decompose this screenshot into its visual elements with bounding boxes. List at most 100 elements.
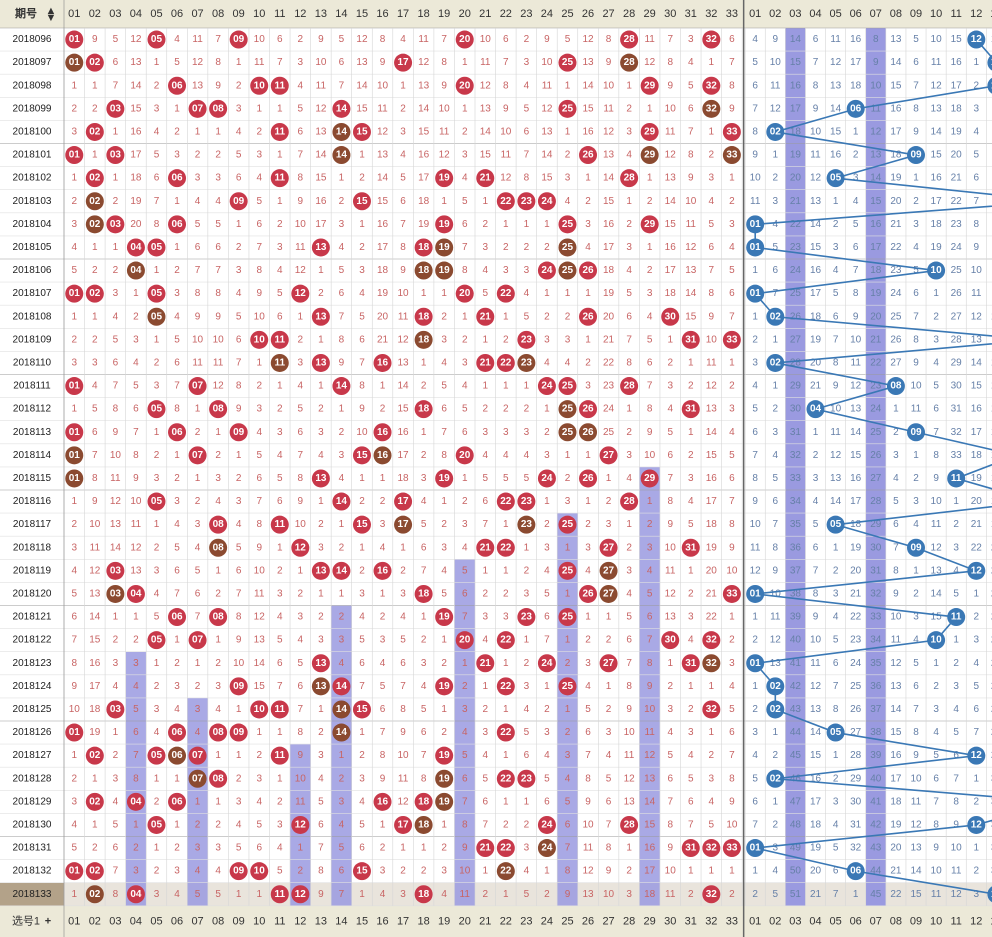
red-col-header: 18 — [418, 8, 430, 20]
red-omission: 12 — [356, 34, 368, 45]
period-cell-bg — [0, 466, 64, 490]
red-omission: 4 — [236, 126, 242, 137]
red-omission: 11 — [398, 311, 409, 322]
add-pick-button[interactable] — [40, 915, 56, 935]
red-ball — [147, 238, 166, 257]
red-omission: 1 — [92, 773, 98, 784]
red-omission: 8 — [462, 265, 468, 276]
period-number: 2018123 — [13, 658, 52, 669]
red-ball — [722, 146, 741, 165]
blue-omission: 1 — [833, 542, 839, 553]
red-ball — [414, 792, 433, 811]
red-omission: 1 — [256, 889, 262, 900]
red-ball — [373, 446, 392, 465]
red-ball-number: 22 — [500, 866, 512, 877]
blue-omission: 37 — [790, 565, 802, 576]
red-omission: 2 — [277, 796, 283, 807]
red-omission: 1 — [318, 496, 324, 507]
period-number: 2018125 — [13, 704, 52, 715]
blue-omission: 4 — [893, 473, 899, 484]
red-ball-number: 04 — [130, 889, 142, 900]
red-omission: 8 — [647, 658, 653, 669]
red-ball-number: 29 — [644, 473, 656, 484]
red-omission: 1 — [688, 681, 694, 692]
red-omission: 9 — [380, 773, 386, 784]
red-ball — [147, 400, 166, 419]
period-cell-bg — [0, 420, 64, 444]
red-omission: 4 — [380, 658, 386, 669]
blue-omission: 10 — [931, 866, 943, 877]
red-omission: 2 — [318, 519, 324, 530]
pick-blue-number: 13 — [990, 915, 992, 927]
red-ball-number: 25 — [562, 612, 574, 623]
red-omission: 1 — [277, 103, 283, 114]
blue-omission: 21 — [890, 866, 902, 877]
red-ball-number: 18 — [418, 265, 430, 276]
period-cell-bg — [0, 259, 64, 283]
red-omission: 19 — [130, 196, 142, 207]
blue-omission: 8 — [933, 819, 939, 830]
period-number: 2018120 — [13, 588, 52, 599]
red-ball — [579, 584, 598, 603]
red-omission: 3 — [626, 450, 632, 461]
pick-red-number: 06 — [171, 915, 183, 927]
red-ball-number: 22 — [500, 288, 512, 299]
period-number: 2018126 — [13, 727, 52, 738]
red-omission: 13 — [377, 150, 389, 161]
red-omission: 14 — [377, 173, 389, 184]
red-omission: 15 — [665, 219, 677, 230]
red-omission: 1 — [421, 612, 427, 623]
red-ball-number: 25 — [562, 565, 574, 576]
red-omission: 6 — [195, 242, 201, 253]
blue-omission: 41 — [870, 796, 882, 807]
red-ball-number: 01 — [69, 57, 81, 68]
red-omission: 11 — [398, 773, 409, 784]
red-omission: 7 — [133, 427, 139, 438]
red-omission: 1 — [524, 381, 530, 392]
blue-omission: 14 — [850, 427, 862, 438]
red-omission: 7 — [647, 635, 653, 646]
red-ball — [394, 492, 413, 511]
red-omission: 1 — [565, 80, 571, 91]
red-omission: 4 — [359, 612, 365, 623]
red-omission: 3 — [709, 773, 715, 784]
red-omission: 18 — [377, 265, 389, 276]
red-omission: 11 — [110, 473, 121, 484]
red-ball — [332, 677, 351, 696]
red-omission: 7 — [236, 357, 242, 368]
period-sort-button[interactable] — [0, 0, 60, 28]
blue-omission: 9 — [913, 126, 919, 137]
red-omission: 2 — [71, 334, 77, 345]
red-omission: 1 — [113, 173, 119, 184]
pick-red-number: 02 — [89, 915, 101, 927]
blue-omission: 17 — [931, 196, 943, 207]
red-omission: 1 — [339, 750, 345, 761]
red-omission: 13 — [624, 796, 636, 807]
blue-omission: 3 — [933, 704, 939, 715]
red-omission: 8 — [195, 288, 201, 299]
red-omission: 4 — [277, 265, 283, 276]
red-omission: 9 — [709, 311, 715, 322]
blue-omission: 7 — [953, 773, 959, 784]
period-number: 2018104 — [13, 219, 52, 230]
blue-omission: 14 — [991, 404, 992, 415]
red-ball-number: 05 — [151, 34, 163, 45]
red-omission: 1 — [195, 796, 201, 807]
red-omission: 1 — [421, 288, 427, 299]
red-omission: 5 — [113, 334, 119, 345]
blue-omission: 6 — [833, 311, 839, 322]
red-omission: 24 — [603, 404, 615, 415]
pick-red-number: 23 — [520, 915, 532, 927]
pick-red-number: 08 — [212, 915, 224, 927]
red-omission: 3 — [195, 173, 201, 184]
red-omission: 1 — [174, 242, 180, 253]
blue-omission: 20 — [951, 150, 963, 161]
red-omission: 1 — [339, 173, 345, 184]
blue-omission: 41 — [790, 658, 802, 669]
pick-red-number: 01 — [68, 915, 80, 927]
red-omission: 16 — [315, 196, 327, 207]
red-omission: 14 — [644, 796, 656, 807]
blue-omission: 6 — [953, 750, 959, 761]
red-ball — [352, 122, 371, 141]
